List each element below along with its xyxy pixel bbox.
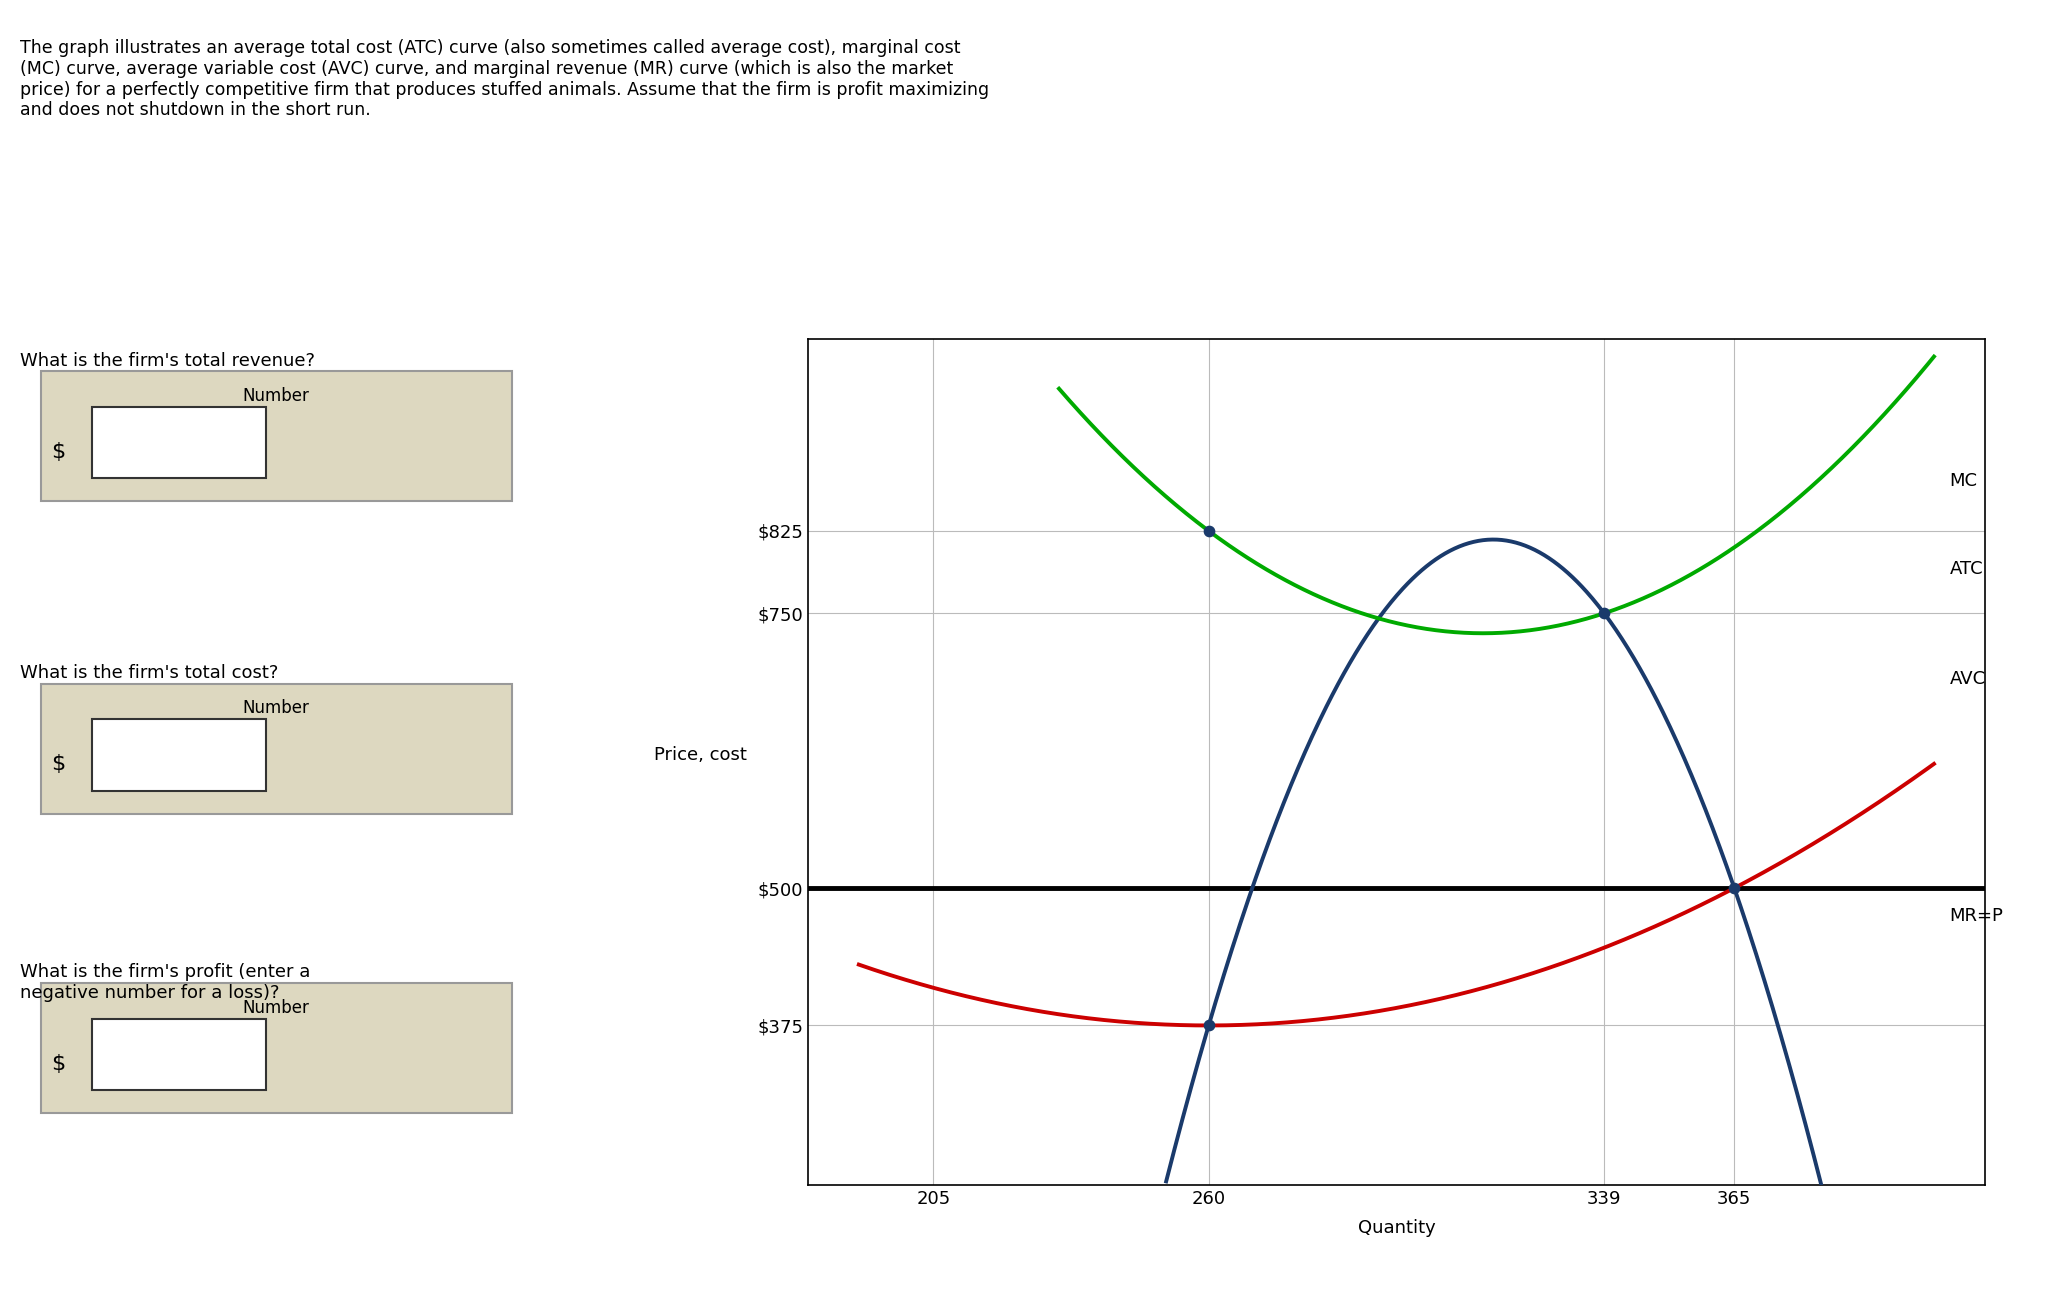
Text: Number: Number: [243, 999, 309, 1017]
Text: The graph illustrates an average total cost (ATC) curve (also sometimes called a: The graph illustrates an average total c…: [20, 39, 990, 120]
Text: MC: MC: [1950, 473, 1978, 491]
Text: AVC: AVC: [1950, 671, 1987, 689]
Text: Number: Number: [243, 387, 309, 405]
Text: What is the firm's total revenue?: What is the firm's total revenue?: [20, 352, 315, 370]
X-axis label: Quantity: Quantity: [1356, 1219, 1436, 1237]
Text: $: $: [51, 754, 65, 775]
Point: [1193, 1016, 1226, 1036]
Text: ATC: ATC: [1950, 560, 1983, 578]
Text: What is the firm's total cost?: What is the firm's total cost?: [20, 664, 278, 682]
Text: $: $: [51, 1053, 65, 1074]
Point: [1588, 603, 1620, 624]
Text: Number: Number: [243, 699, 309, 717]
Point: [1719, 878, 1751, 898]
Text: MR=P: MR=P: [1950, 906, 2003, 924]
Text: $: $: [51, 441, 65, 462]
Text: What is the firm's profit (enter a
negative number for a loss)?: What is the firm's profit (enter a negat…: [20, 963, 311, 1003]
Point: [1193, 521, 1226, 542]
Text: Price, cost: Price, cost: [655, 746, 747, 764]
